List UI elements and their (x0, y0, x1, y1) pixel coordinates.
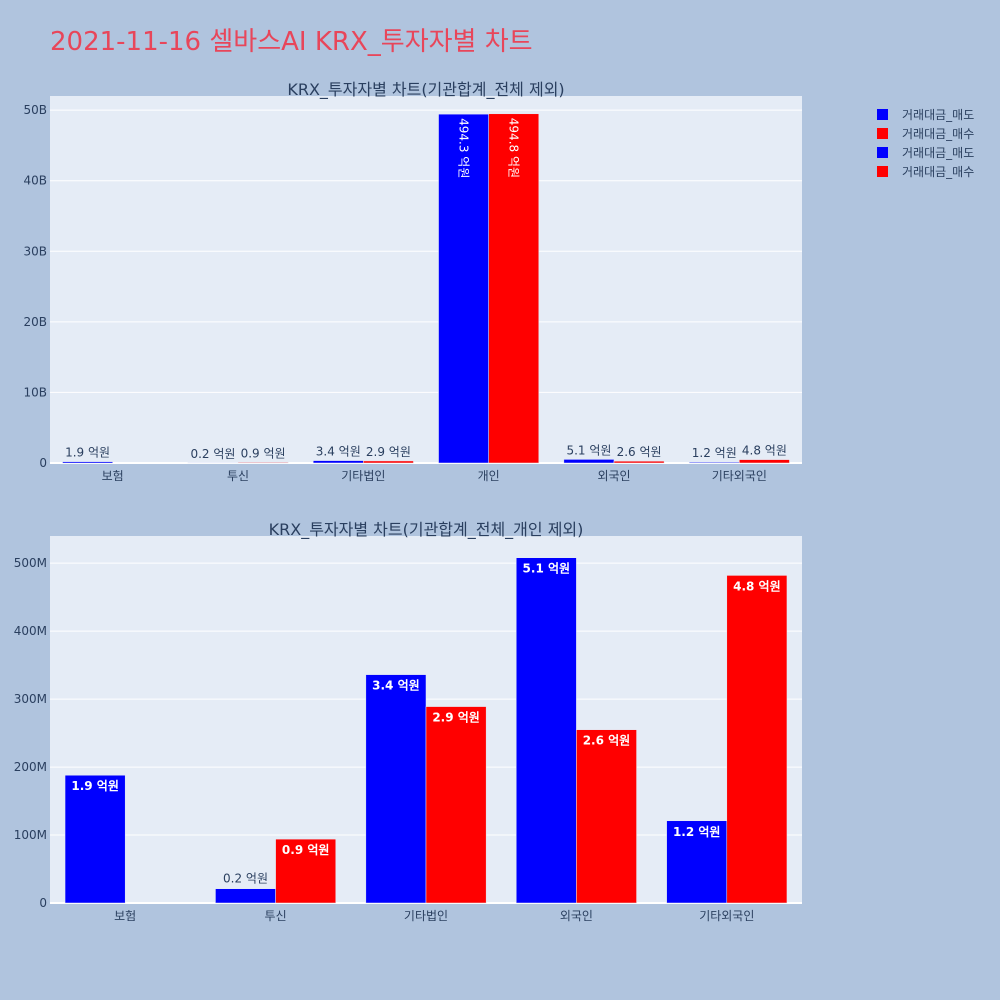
data-label: 2.6 억원 (617, 445, 662, 459)
y-tick-label: 400M (14, 624, 47, 638)
y-tick-label: 30B (23, 244, 47, 258)
y-tick-label: 50B (23, 103, 47, 117)
bar[interactable] (438, 113, 489, 464)
data-label: 4.8 억원 (742, 444, 787, 458)
data-label: 494.3 억원 (457, 118, 471, 178)
data-label: 2.9 억원 (432, 711, 480, 725)
data-label: 0.2 억원 (190, 447, 235, 461)
data-label: 1.9 억원 (65, 446, 110, 460)
x-tick-label: 투신 (265, 909, 287, 923)
bar[interactable] (688, 461, 740, 464)
bar[interactable] (739, 459, 790, 464)
y-tick-label: 100M (14, 828, 47, 842)
legend-swatch[interactable] (877, 128, 888, 139)
bar[interactable] (215, 888, 276, 904)
chart-2: KRX_투자자별 차트(기관합계_전체_개인 제외) 0 100M 200M 300M 4… (14, 520, 802, 923)
x-tick-label: 외국인 (560, 909, 593, 923)
data-label: 1.2 억원 (673, 825, 721, 839)
chart-title: KRX_투자자별 차트(기관합계_전체 제외) (287, 80, 564, 100)
bar[interactable] (64, 774, 126, 904)
legend-swatch[interactable] (877, 147, 888, 158)
chart-title: KRX_투자자별 차트(기관합계_전체_개인 제외) (269, 520, 584, 540)
x-tick-label: 외국인 (597, 469, 630, 483)
page-title: 2021-11-16 셀바스AI KRX_투자자별 차트 (50, 27, 533, 57)
x-tick-label: 투신 (227, 469, 249, 483)
x-tick-label: 개인 (478, 469, 500, 483)
y-tick-label: 300M (14, 692, 47, 706)
bar[interactable] (275, 838, 337, 904)
x-tick-label: 기타법인 (341, 469, 385, 483)
bar[interactable] (363, 460, 414, 464)
bar[interactable] (488, 113, 540, 464)
bar[interactable] (237, 462, 289, 464)
bar[interactable] (62, 461, 113, 464)
bar[interactable] (425, 706, 487, 904)
data-label: 2.9 억원 (366, 445, 411, 459)
data-label: 3.4 억원 (316, 445, 361, 459)
legend-label[interactable]: 거래대금_매수 (902, 165, 974, 179)
x-tick-label: 보험 (114, 909, 136, 923)
bar[interactable] (666, 820, 728, 904)
bar[interactable] (563, 459, 615, 464)
y-tick-label: 10B (23, 385, 47, 399)
data-label: 4.8 억원 (733, 579, 781, 593)
data-label: 2.6 억원 (583, 734, 631, 748)
x-tick-label: 기타외국인 (699, 909, 754, 923)
bar[interactable] (515, 557, 577, 904)
data-label: 3.4 억원 (372, 679, 420, 693)
y-tick-label: 500M (14, 556, 47, 570)
y-tick-label: 0 (39, 896, 47, 910)
data-label: 0.9 억원 (282, 843, 330, 857)
y-tick-label: 40B (23, 174, 47, 188)
bar[interactable] (576, 729, 637, 904)
data-label: 5.1 억원 (523, 562, 571, 576)
y-tick-label: 0 (39, 456, 47, 470)
y-tick-label: 20B (23, 315, 47, 329)
legend-label[interactable]: 거래대금_매수 (902, 127, 974, 141)
bar[interactable] (312, 460, 364, 464)
x-tick-label: 기타법인 (404, 909, 448, 923)
y-tick-label: 200M (14, 760, 47, 774)
bar[interactable] (365, 674, 427, 904)
data-label: 1.9 억원 (71, 779, 119, 793)
data-label: 1.2 억원 (692, 446, 737, 460)
legend-label[interactable]: 거래대금_매도 (902, 146, 974, 160)
data-label: 0.2 억원 (223, 872, 268, 886)
data-label: 5.1 억원 (566, 443, 611, 457)
x-tick-label: 보험 (102, 469, 124, 483)
bar[interactable] (613, 460, 665, 464)
plot-area (50, 96, 802, 463)
data-label: 0.9 억원 (241, 446, 286, 460)
x-tick-label: 기타외국인 (712, 469, 767, 483)
data-label: 494.8 억원 (507, 118, 521, 178)
bar[interactable] (726, 575, 788, 904)
legend-swatch[interactable] (877, 109, 888, 120)
legend-label[interactable]: 거래대금_매도 (902, 108, 974, 122)
chart-1: KRX_투자자별 차트(기관합계_전체 제외) 0 10B 20B 30B 40B 50B 보… (23, 80, 802, 483)
legend-swatch[interactable] (877, 166, 888, 177)
